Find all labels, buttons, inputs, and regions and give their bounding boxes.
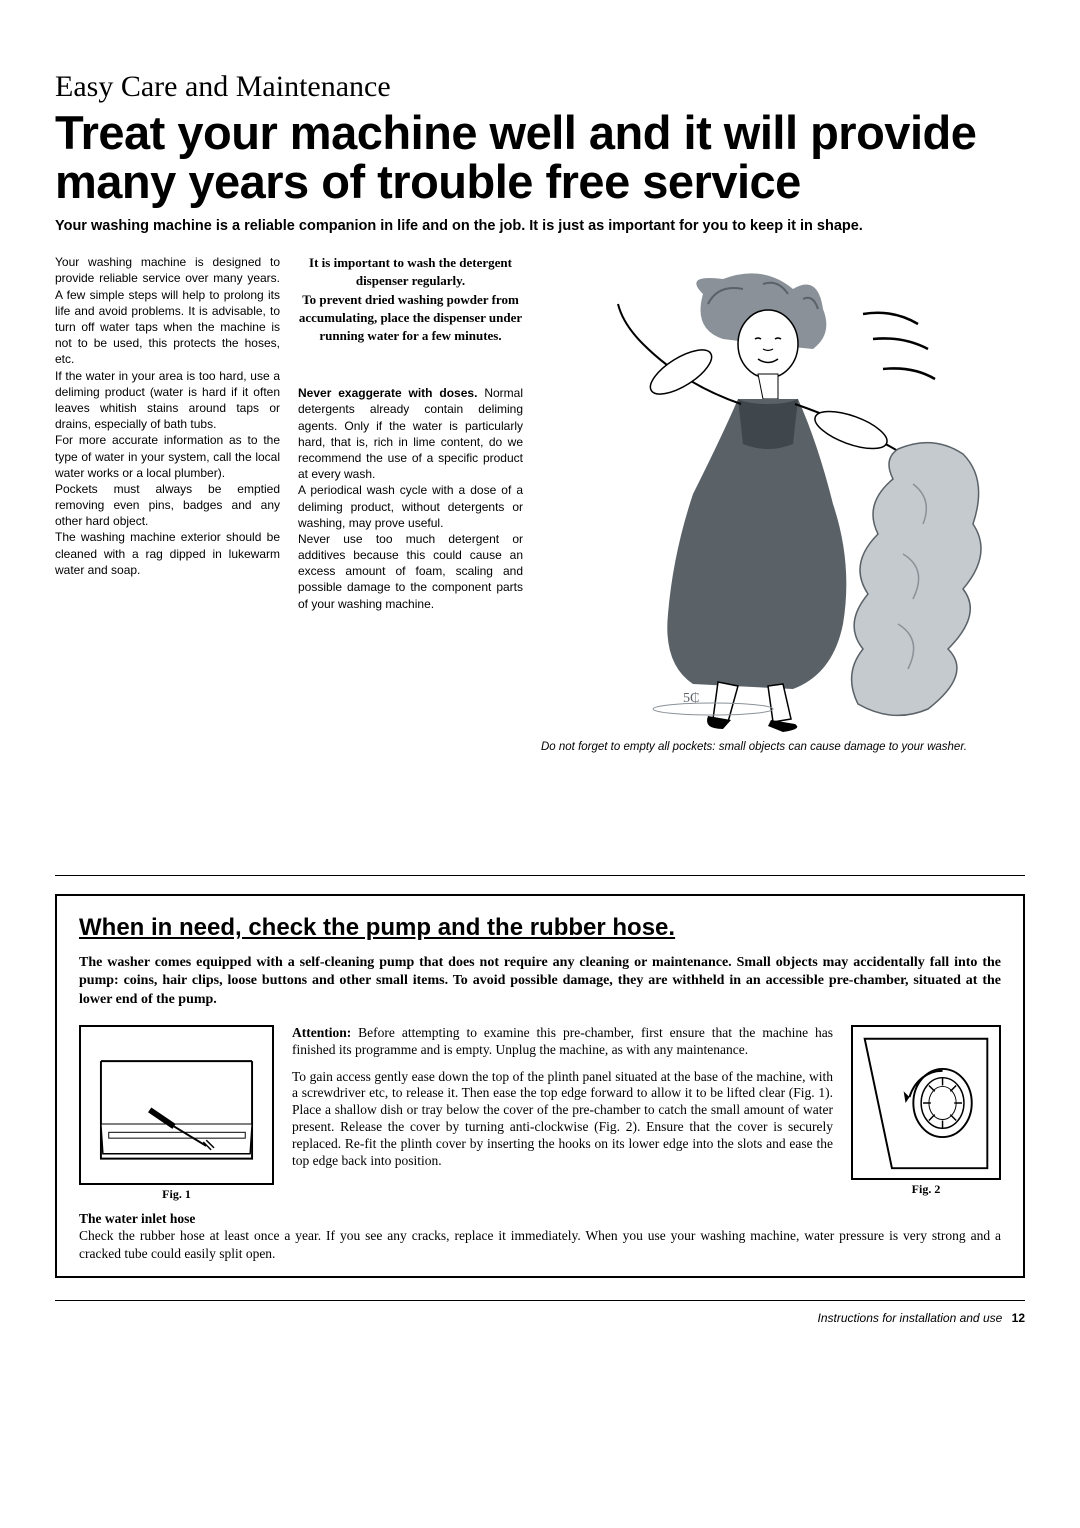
attention-label: Attention: <box>292 1025 351 1040</box>
col2-p3: Never use too much detergent or additive… <box>298 531 523 612</box>
col2-serif1: It is important to wash the detergent di… <box>298 254 523 290</box>
col2-serif2: To prevent dried washing powder from acc… <box>298 291 523 346</box>
divider-above-pump <box>55 875 1025 876</box>
scatter-text: 5₵ <box>683 691 699 706</box>
pump-body-text: Attention: Before attempting to examine … <box>292 1025 833 1180</box>
col1-p3: For more accurate information as to the … <box>55 432 280 481</box>
pump-body-row: Fig. 1 Attention: Before attempting to e… <box>79 1025 1001 1202</box>
col2-serif-block: It is important to wash the detergent di… <box>298 254 523 345</box>
col2-p1: Normal detergents already contain delimi… <box>298 386 523 481</box>
figure-1-illustration <box>79 1025 274 1185</box>
pump-title: When in need, check the pump and the rub… <box>79 914 1001 942</box>
col2-p2: A periodical wash cycle with a dose of a… <box>298 482 523 531</box>
fig1-label: Fig. 1 <box>79 1187 274 1202</box>
water-inlet-block: The water inlet hose Check the rubber ho… <box>79 1210 1001 1263</box>
col2-bold-lead: Never exaggerate with doses. <box>298 386 477 400</box>
footer-page-number: 12 <box>1012 1311 1025 1325</box>
illustration-caption: Do not forget to empty all pockets: smal… <box>541 740 1025 755</box>
page-footer: Instructions for installation and use 12 <box>55 1300 1025 1325</box>
col1-p4: Pockets must always be emptied removing … <box>55 481 280 530</box>
pump-intro: The washer comes equipped with a self-cl… <box>79 954 1001 1009</box>
column-right: 5₵ Do not forget to empty all pockets: s… <box>541 254 1025 755</box>
three-column-body: Your washing machine is designed to prov… <box>55 254 1025 755</box>
pump-check-section: When in need, check the pump and the rub… <box>55 894 1025 1278</box>
woman-svg: 5₵ <box>541 254 1025 734</box>
intro-paragraph: Your washing machine is a reliable compa… <box>55 217 1025 237</box>
fig2-label: Fig. 2 <box>851 1182 1001 1197</box>
attention-text: Before attempting to examine this pre-ch… <box>292 1025 833 1057</box>
fig2-wrapper: Fig. 2 <box>851 1025 1001 1197</box>
illustration-woman-laundry: 5₵ <box>541 254 1025 734</box>
fig1-wrapper: Fig. 1 <box>79 1025 274 1202</box>
fig1-svg <box>81 1027 272 1183</box>
figure-2-illustration <box>851 1025 1001 1180</box>
fig2-svg <box>853 1027 999 1178</box>
column-middle: It is important to wash the detergent di… <box>298 254 523 755</box>
col1-p2: If the water in your area is too hard, u… <box>55 368 280 433</box>
col1-p1: Your washing machine is designed to prov… <box>55 254 280 367</box>
footer-text: Instructions for installation and use <box>818 1311 1003 1325</box>
water-inlet-label: The water inlet hose <box>79 1210 1001 1228</box>
pump-body-main: To gain access gently ease down the top … <box>292 1069 833 1170</box>
main-headline: Treat your machine well and it will prov… <box>55 108 1025 207</box>
section-title: Easy Care and Maintenance <box>55 70 1025 104</box>
col1-p5: The washing machine exterior should be c… <box>55 529 280 578</box>
water-inlet-text: Check the rubber hose at least once a ye… <box>79 1227 1001 1262</box>
column-left: Your washing machine is designed to prov… <box>55 254 280 755</box>
